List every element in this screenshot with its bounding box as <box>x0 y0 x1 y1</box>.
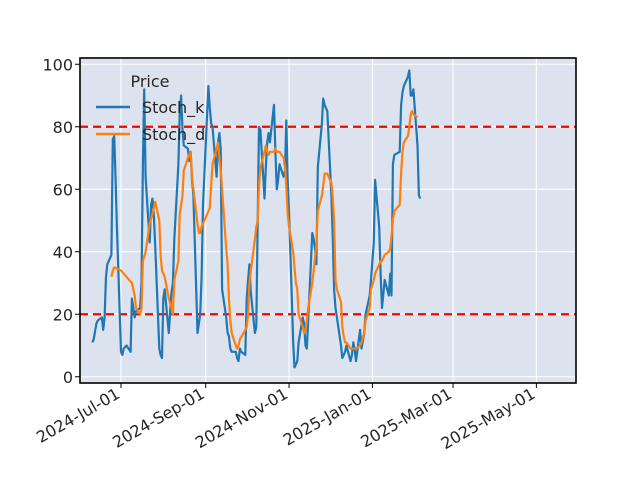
y-tick-label: 20 <box>53 305 73 324</box>
y-tick-label: 60 <box>53 180 73 199</box>
x-tick-label: 2025-May-01 <box>438 384 539 453</box>
x-axis-ticks: 2024-Jul-012024-Sep-012024-Nov-012025-Ja… <box>33 383 538 453</box>
y-tick-label: 40 <box>53 243 73 262</box>
legend-title: Price <box>130 72 169 91</box>
series-lines <box>91 69 422 369</box>
y-tick-label: 100 <box>42 55 73 74</box>
y-axis-ticks: 0 20 40 60 80 100 <box>42 55 80 387</box>
legend: Price Stoch_k Stoch_d <box>96 72 205 145</box>
y-tick-label: 80 <box>53 118 73 137</box>
legend-label-stoch_k: Stoch_k <box>142 98 205 118</box>
y-tick-label: 0 <box>63 368 73 387</box>
legend-label-stoch_d: Stoch_d <box>142 125 205 145</box>
plot-frame <box>79 57 577 384</box>
series-line-stoch_d <box>110 109 419 350</box>
x-tick-label: 2024-Nov-01 <box>192 384 291 452</box>
x-tick-label: 2024-Sep-01 <box>109 384 208 452</box>
